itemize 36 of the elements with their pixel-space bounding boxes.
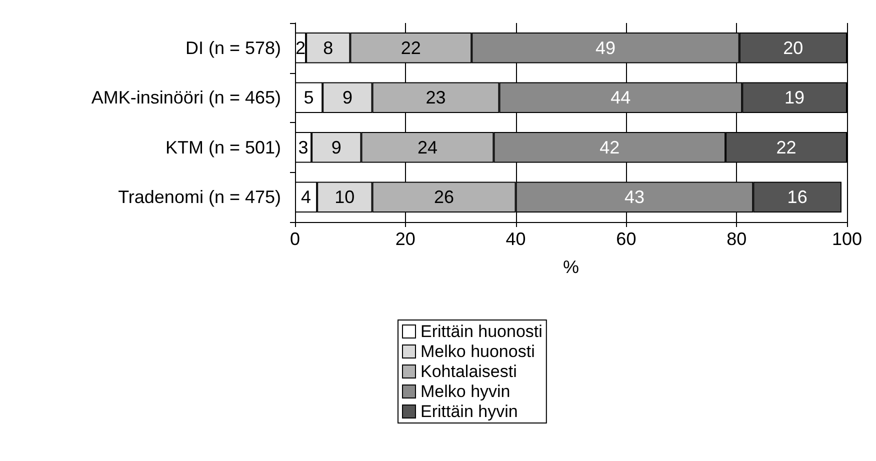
data-label: 2 (296, 38, 306, 58)
data-label: 9 (342, 88, 352, 108)
legend-label: Melko huonosti (420, 342, 535, 361)
x-tick-label: 60 (616, 229, 636, 249)
data-label: 20 (783, 38, 804, 58)
y-tick-label: DI (n = 578) (185, 38, 281, 58)
data-label: 44 (610, 88, 631, 108)
data-label: 42 (600, 137, 620, 158)
legend-label: Kohtalaisesti (420, 362, 517, 381)
data-label: 3 (298, 137, 308, 158)
data-label: 19 (784, 88, 805, 108)
data-label: 10 (334, 187, 355, 208)
data-label: 9 (331, 137, 342, 158)
legend-label: Erittäin hyvin (420, 402, 518, 421)
data-label: 8 (323, 38, 334, 58)
data-label: 43 (624, 187, 644, 208)
x-tick-label: 100 (832, 229, 862, 249)
data-label: 49 (595, 38, 616, 58)
y-tick-label: Tradenomi (n = 475) (118, 187, 281, 208)
legend-label: Erittäin huonosti (420, 322, 542, 341)
legend-label: Melko hyvin (420, 382, 510, 401)
data-label: 26 (434, 187, 454, 208)
data-label: 23 (426, 88, 446, 108)
y-tick-label: AMK-insinööri (n = 465) (91, 88, 281, 108)
x-axis-title: % (562, 257, 580, 277)
data-label: 24 (417, 137, 438, 158)
data-label: 5 (304, 88, 314, 108)
x-tick-label: 80 (726, 229, 747, 249)
data-label: 16 (787, 187, 808, 208)
y-tick-label: KTM (n = 501) (165, 137, 281, 158)
data-label: 22 (400, 38, 421, 58)
x-tick-label: 0 (290, 229, 300, 249)
data-label: 4 (301, 187, 312, 208)
x-tick-label: 40 (506, 229, 526, 249)
data-label: 22 (776, 137, 796, 158)
x-tick-label: 20 (395, 229, 416, 249)
